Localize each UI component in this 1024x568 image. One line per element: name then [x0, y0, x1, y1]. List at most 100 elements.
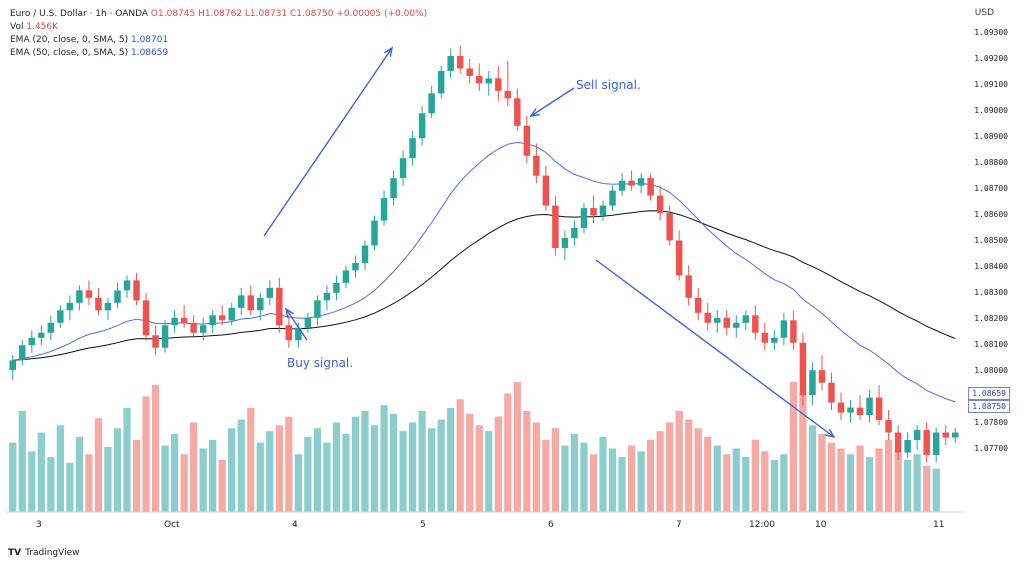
legend-symbol[interactable]: Euro / U.S. Dollar · 1h · OANDA [10, 9, 149, 19]
candle-body [257, 297, 264, 311]
candle-body [428, 93, 435, 114]
y-tick-label: 1.08700 [974, 184, 1008, 193]
volume-bar [789, 382, 798, 512]
candle-body [28, 337, 36, 346]
volume-bar [428, 428, 436, 512]
y-tick-label: 1.08500 [974, 236, 1008, 245]
candle-body [466, 68, 473, 76]
candle [733, 315, 740, 338]
tradingview-brand[interactable]: TV TradingView [8, 548, 80, 558]
candle-body [247, 295, 254, 311]
candle [190, 315, 197, 338]
candle-body [238, 295, 245, 308]
legend-symbol-row: Euro / U.S. Dollar · 1h · OANDA O1.08745… [10, 8, 427, 21]
candle-body [504, 90, 512, 99]
legend-vol-label[interactable]: Vol [10, 22, 24, 32]
volume-bar [846, 454, 855, 512]
candle-body [837, 402, 845, 413]
candle-body [580, 208, 588, 229]
volume-bar [132, 439, 141, 512]
arrow-shaft [263, 47, 393, 237]
candle [142, 292, 150, 341]
volume-bar [856, 445, 864, 512]
candle [523, 115, 531, 164]
volume-bar [75, 436, 84, 512]
currency-label[interactable]: USD [974, 8, 994, 18]
volume-bar [370, 425, 379, 512]
candle [533, 143, 540, 184]
uptrend-arrow [263, 46, 394, 237]
candle-body [456, 55, 464, 69]
candle [666, 205, 673, 246]
volume-bar [713, 445, 721, 512]
candle [28, 330, 36, 353]
ema-fast-line [12, 141, 956, 403]
candle-body [666, 213, 673, 241]
volume-bar [332, 422, 341, 512]
volume-bar [361, 410, 369, 512]
candle [399, 150, 407, 186]
candle [771, 330, 778, 351]
candle [257, 292, 264, 321]
candle [637, 173, 645, 194]
candle-body [218, 315, 226, 321]
candle-body [923, 430, 930, 455]
chart-legend: Euro / U.S. Dollar · 1h · OANDA O1.08745… [10, 8, 427, 60]
candle [837, 392, 845, 421]
x-tick-label: 10 [815, 520, 827, 530]
volume-bar [104, 447, 112, 512]
candle [418, 105, 426, 146]
candle-body [875, 397, 883, 421]
candle-body [714, 317, 721, 323]
candle-body [361, 245, 369, 263]
candle-body [266, 287, 274, 298]
volume-bar [389, 413, 398, 512]
candle [609, 185, 616, 211]
candle [152, 325, 159, 356]
volume-bar [237, 419, 245, 512]
candle-series [9, 45, 959, 463]
candle [380, 190, 388, 226]
candle-body [85, 290, 93, 298]
candle-body [371, 220, 378, 246]
legend-ema1-row: EMA (20, close, 0, SMA, 5) 1.08701 [10, 34, 427, 47]
y-tick-label: 1.07800 [974, 418, 1008, 427]
candle-body [142, 300, 150, 336]
candle [542, 165, 550, 211]
candle [580, 203, 588, 234]
candle [932, 427, 940, 463]
volume-bar [685, 419, 693, 512]
y-tick-label: 1.09100 [974, 80, 1008, 89]
candle [104, 297, 112, 321]
volume-bar [570, 434, 579, 512]
y-tick-label: 1.08100 [974, 340, 1008, 349]
legend-vol-value: 1.456K [26, 22, 59, 32]
tradingview-logo: TV [8, 548, 22, 558]
legend-ema2-label[interactable]: EMA (50, close, 0, SMA, 5) [10, 48, 129, 58]
candle-body [390, 178, 397, 199]
candle-body [333, 282, 340, 293]
candle [133, 272, 140, 306]
candle [238, 287, 245, 316]
y-tick-label: 1.08000 [974, 366, 1008, 375]
y-tick-label: 1.08200 [974, 314, 1008, 323]
candle-body [380, 198, 388, 221]
legend-ema1-label[interactable]: EMA (20, close, 0, SMA, 5) [10, 35, 129, 45]
candle [923, 422, 930, 463]
volume-bar [294, 454, 302, 512]
volume-bar [218, 460, 226, 512]
candle [495, 65, 502, 101]
volume-bar [447, 408, 455, 512]
arrow-shaft [530, 87, 575, 117]
candle [218, 305, 226, 326]
candle-body [171, 317, 178, 326]
volume-bar [228, 428, 236, 512]
candle-body [285, 325, 293, 341]
candle [799, 332, 807, 406]
candle-body [904, 440, 911, 453]
candle [333, 275, 340, 301]
volume-bar [894, 451, 902, 512]
candle [276, 277, 283, 333]
candle [466, 58, 473, 84]
